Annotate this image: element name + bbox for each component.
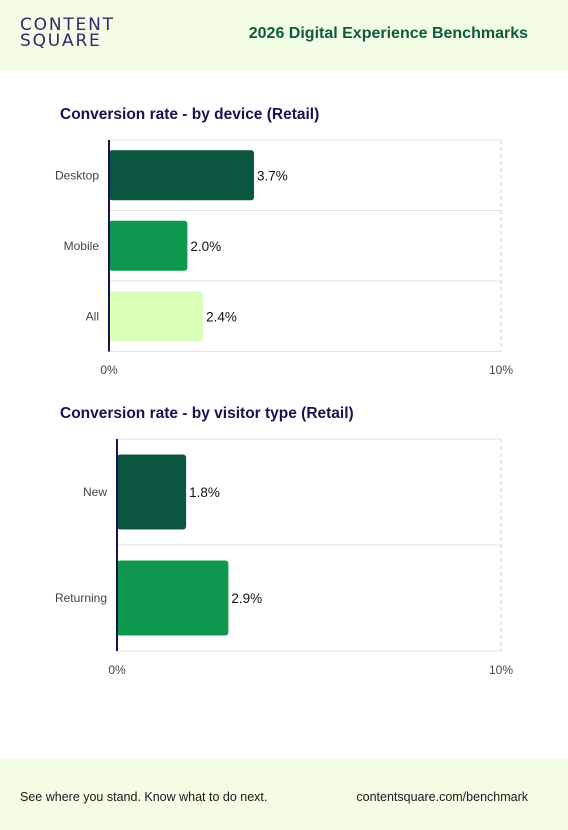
tick-label-min: 0% — [108, 663, 126, 677]
value-label: 2.9% — [231, 591, 262, 606]
category-label: Returning — [55, 591, 107, 605]
category-label: New — [83, 485, 107, 499]
logo-line-1: CONTENT — [20, 15, 115, 35]
bar-desktop — [109, 150, 255, 201]
bar-all — [109, 291, 204, 342]
header-banner: CONTENT SQUARE 2026 Digital Experience B… — [0, 0, 568, 71]
bar-new — [117, 454, 187, 530]
category-label: Mobile — [64, 239, 100, 253]
contentsquare-logo[interactable]: CONTENT SQUARE — [20, 15, 130, 51]
bar-returning — [117, 560, 229, 636]
tick-label-min: 0% — [100, 363, 118, 377]
value-label: 1.8% — [189, 485, 220, 500]
visitor-chart-title: Conversion rate - by visitor type (Retai… — [60, 405, 354, 422]
category-label: Desktop — [55, 168, 99, 182]
value-label: 2.0% — [190, 239, 221, 254]
tick-label-max: 10% — [489, 663, 513, 677]
logo-line-2: SQUARE — [20, 31, 102, 51]
bar-mobile — [109, 220, 188, 271]
footer-tagline: See where you stand. Know what to do nex… — [20, 790, 268, 804]
device-conversion-chart: Desktop 3.7% Mobile 2.0% All 2.4% 0% 10% — [55, 139, 513, 377]
value-label: 2.4% — [206, 309, 237, 324]
value-label: 3.7% — [257, 168, 288, 183]
visitor-conversion-chart: New 1.8% Returning 2.9% 0% 10% — [55, 438, 513, 677]
benchmark-link[interactable]: contentsquare.com/benchmark — [356, 790, 528, 804]
footer-banner: See where you stand. Know what to do nex… — [0, 759, 568, 830]
report-title: 2026 Digital Experience Benchmarks — [248, 25, 528, 42]
category-label: All — [86, 309, 99, 323]
device-chart-title: Conversion rate - by device (Retail) — [60, 106, 320, 123]
tick-label-max: 10% — [489, 363, 513, 377]
